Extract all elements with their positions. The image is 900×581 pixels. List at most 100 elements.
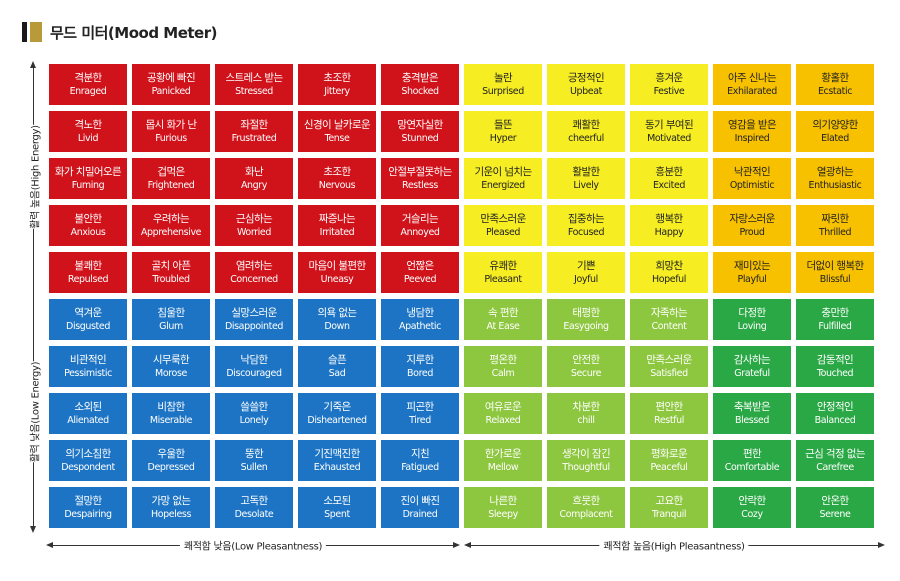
- mood-label-english: Restless: [402, 179, 438, 191]
- mood-label-english: Relaxed: [485, 414, 521, 426]
- mood-label-english: At Ease: [486, 320, 520, 332]
- mood-label-english: Excited: [652, 179, 686, 191]
- mood-label-korean: 활발한: [572, 165, 600, 178]
- mood-label-english: Pessimistic: [64, 367, 112, 379]
- mood-cell: 염려하는 Concerned: [215, 252, 293, 293]
- mood-cell: 마음이 불편한 Uneasy: [298, 252, 376, 293]
- mood-label-korean: 골치 아픈: [151, 259, 192, 272]
- mood-label-korean: 안락한: [738, 494, 766, 507]
- mood-label-english: Comfortable: [724, 461, 780, 473]
- mood-cell: 불쾌한 Repulsed: [49, 252, 127, 293]
- mood-label-korean: 생각이 잠긴: [561, 447, 611, 460]
- axis-label-high-energy: 활력 높음(High Energy): [23, 125, 45, 229]
- mood-label-korean: 의욕 없는: [317, 306, 358, 319]
- mood-cell: 기죽은 Disheartened: [298, 393, 376, 434]
- mood-label-korean: 소외된: [74, 400, 102, 413]
- mood-label-english: Mellow: [487, 461, 519, 473]
- mood-cell: 의욕 없는 Down: [298, 299, 376, 340]
- mood-cell: 진이 빠진 Drained: [381, 487, 459, 528]
- mood-cell: 편한 Comfortable: [713, 440, 791, 481]
- mood-cell: 집중하는 Focused: [547, 205, 625, 246]
- mood-label-korean: 불안한: [74, 212, 102, 225]
- mood-label-korean: 편안한: [655, 400, 683, 413]
- mood-label-korean: 의기양양한: [812, 118, 858, 131]
- mood-label-english: Tense: [324, 132, 350, 144]
- title-marker-gold: [30, 22, 42, 42]
- mood-label-korean: 유쾌한: [489, 259, 517, 272]
- title-block: 무드 미터(Mood Meter): [22, 21, 217, 43]
- mood-cell: 불안한 Anxious: [49, 205, 127, 246]
- mood-label-korean: 공황에 빠진: [146, 71, 196, 84]
- mood-label-english: cheerful: [568, 132, 604, 144]
- mood-label-korean: 차분한: [572, 400, 600, 413]
- mood-label-english: Joyful: [574, 273, 598, 285]
- mood-label-korean: 여유로운: [484, 400, 522, 413]
- mood-cell: 소외된 Alienated: [49, 393, 127, 434]
- mood-label-english: Frightened: [147, 179, 195, 191]
- mood-label-english: Focused: [567, 226, 605, 238]
- mood-cell: 초조한 Nervous: [298, 158, 376, 199]
- mood-label-korean: 격노한: [74, 118, 102, 131]
- mood-cell: 나른한 Sleepy: [464, 487, 542, 528]
- mood-label-korean: 속 편한: [488, 306, 519, 319]
- mood-cell: 희망찬 Hopeful: [630, 252, 708, 293]
- mood-label-korean: 집중하는: [567, 212, 605, 225]
- mood-cell: 소모된 Spent: [298, 487, 376, 528]
- mood-label-korean: 낙관적인: [733, 165, 771, 178]
- mood-cell: 쓸쓸한 Lonely: [215, 393, 293, 434]
- mood-label-korean: 태평한: [572, 306, 600, 319]
- mood-label-korean: 진이 빠진: [400, 494, 441, 507]
- mood-label-english: Exhilarated: [727, 85, 777, 97]
- mood-label-korean: 근심 걱정 없는: [805, 447, 865, 460]
- mood-label-korean: 고독한: [240, 494, 268, 507]
- mood-cell: 몹시 화가 난 Furious: [132, 111, 210, 152]
- page-title: 무드 미터(Mood Meter): [50, 23, 217, 42]
- mood-label-korean: 안전한: [572, 353, 600, 366]
- mood-cell: 화가 치밀어오른 Fuming: [49, 158, 127, 199]
- mood-cell: 열광하는 Enthusiastic: [796, 158, 874, 199]
- mood-label-korean: 초조한: [323, 165, 351, 178]
- mood-label-korean: 다정한: [738, 306, 766, 319]
- mood-cell: 겁먹은 Frightened: [132, 158, 210, 199]
- mood-label-korean: 평화로운: [650, 447, 688, 460]
- mood-cell: 안절부절못하는 Restless: [381, 158, 459, 199]
- mood-cell: 생각이 잠긴 Thoughtful: [547, 440, 625, 481]
- mood-label-english: Proud: [739, 226, 765, 238]
- mood-cell: 자랑스러운 Proud: [713, 205, 791, 246]
- mood-label-korean: 뚱한: [244, 447, 264, 460]
- mood-cell: 뚱한 Sullen: [215, 440, 293, 481]
- mood-cell: 차분한 chill: [547, 393, 625, 434]
- mood-cell: 행복한 Happy: [630, 205, 708, 246]
- mood-cell: 냉담한 Apathetic: [381, 299, 459, 340]
- mood-cell: 의기양양한 Elated: [796, 111, 874, 152]
- mood-label-english: Stunned: [401, 132, 439, 144]
- mood-label-english: Playful: [737, 273, 767, 285]
- title-marker-dark: [22, 22, 27, 42]
- mood-label-english: Furious: [155, 132, 187, 144]
- mood-label-korean: 지친: [410, 447, 430, 460]
- mood-label-english: Blissful: [819, 273, 851, 285]
- mood-cell: 속 편한 At Ease: [464, 299, 542, 340]
- mood-label-english: Exhausted: [313, 461, 361, 473]
- mood-cell: 고요한 Tranquil: [630, 487, 708, 528]
- mood-label-korean: 근심하는: [235, 212, 273, 225]
- mood-label-korean: 만족스러운: [480, 212, 526, 225]
- mood-label-english: Easygoing: [563, 320, 609, 332]
- mood-label-english: Carefree: [816, 461, 854, 473]
- mood-label-english: Drained: [402, 508, 438, 520]
- mood-label-korean: 안절부절못하는: [388, 165, 452, 178]
- mood-cell: 가망 없는 Hopeless: [132, 487, 210, 528]
- mood-label-english: Calm: [491, 367, 515, 379]
- mood-label-korean: 감동적인: [816, 353, 854, 366]
- mood-label-english: Serene: [819, 508, 851, 520]
- mood-cell: 의기소침한 Despondent: [49, 440, 127, 481]
- mood-label-english: Tired: [409, 414, 431, 426]
- mood-label-korean: 아주 신나는: [727, 71, 777, 84]
- mood-cell: 더없이 행복한 Blissful: [796, 252, 874, 293]
- mood-label-english: Fulfilled: [818, 320, 852, 332]
- mood-label-english: Alienated: [67, 414, 109, 426]
- mood-cell: 태평한 Easygoing: [547, 299, 625, 340]
- mood-cell: 실망스러운 Disappointed: [215, 299, 293, 340]
- mood-cell: 재미있는 Playful: [713, 252, 791, 293]
- mood-cell: 감사하는 Grateful: [713, 346, 791, 387]
